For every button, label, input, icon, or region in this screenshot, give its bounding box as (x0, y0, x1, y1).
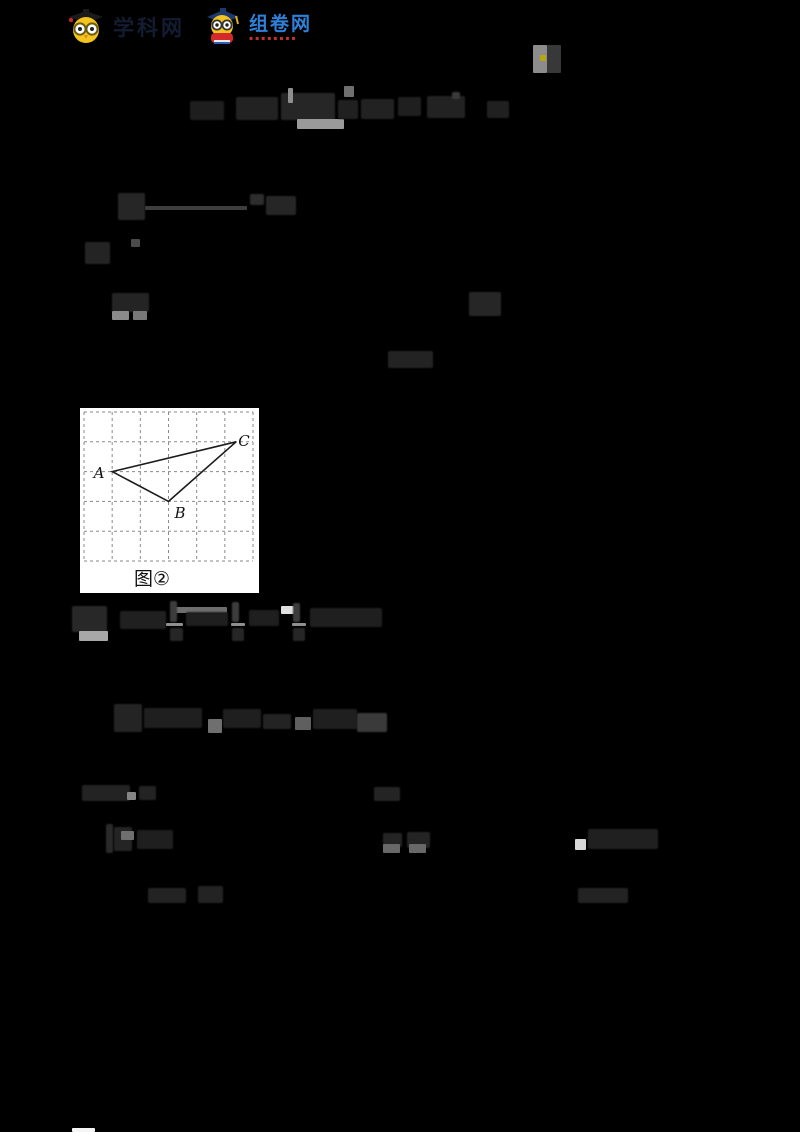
highlight-bar (127, 792, 136, 800)
obscured-text-fragment (293, 603, 300, 622)
obscured-text-fragment (120, 611, 166, 629)
site2-brand: 组卷网 ▪▪▪▪▪▪▪▪ (249, 12, 313, 42)
rule-line (145, 206, 247, 210)
obscured-text-fragment (82, 785, 130, 801)
obscured-text-fragment (383, 833, 402, 847)
highlight-bar (175, 607, 227, 613)
obscured-text-fragment (232, 628, 244, 641)
vertex-label-b: B (173, 504, 185, 522)
obscured-text-fragment (452, 92, 460, 99)
figure-caption: 图② (134, 568, 170, 590)
obscured-text-fragment (313, 709, 357, 729)
obscured-text-fragment (170, 601, 177, 622)
obscured-text-fragment (361, 99, 394, 119)
obscured-text-fragment (106, 824, 113, 853)
obscured-text-fragment (263, 714, 291, 729)
fraction-bar (231, 623, 245, 626)
obscured-text-fragment (293, 628, 305, 641)
obscured-text-fragment (118, 193, 145, 220)
fraction-bar (292, 623, 306, 626)
triangle-abc (109, 441, 237, 503)
highlight-bar (297, 119, 344, 129)
obscured-text-fragment (250, 194, 264, 205)
inline-marker-dot (540, 55, 546, 61)
footer-mark (72, 1128, 95, 1132)
obscured-text-fragment (186, 612, 228, 626)
figure-svg: A B C 图② (83, 411, 254, 590)
header-logo-row: 学科网 组卷网 ▪▪▪▪▪▪▪▪ (64, 8, 313, 48)
obscured-text-fragment (427, 96, 465, 118)
obscured-text-fragment (72, 606, 107, 632)
obscured-text-fragment (236, 97, 278, 120)
site2-wordmark: 组卷网 (249, 12, 313, 35)
obscured-text-fragment (144, 708, 202, 728)
obscured-text-fragment (148, 888, 186, 903)
obscured-text-fragment (469, 292, 501, 316)
obscured-text-fragment (487, 101, 509, 118)
highlight-bar (79, 631, 108, 641)
highlight-bar (133, 311, 147, 320)
obscured-text-fragment (578, 888, 628, 903)
obscured-text-fragment (114, 704, 142, 732)
figure-triangle (109, 441, 237, 503)
obscured-text-fragment (266, 196, 296, 215)
highlight-bar (112, 311, 129, 320)
obscured-text-fragment (357, 713, 387, 732)
obscured-text-fragment (131, 239, 140, 247)
obscured-text-fragment (198, 886, 223, 903)
vertex-label-c: C (238, 432, 250, 450)
obscured-text-fragment (310, 608, 382, 627)
obscured-text-fragment (374, 787, 400, 801)
obscured-text-fragment (139, 786, 156, 800)
obscured-text-fragment (190, 101, 224, 120)
highlight-bar (575, 839, 586, 850)
site2-tagline: ▪▪▪▪▪▪▪▪ (249, 34, 298, 42)
site1-wordmark: 学科网 (113, 15, 185, 40)
obscured-text-fragment (338, 100, 358, 119)
vertex-label-a: A (92, 464, 105, 482)
highlight-bar (409, 844, 426, 853)
inline-marker-right (547, 45, 561, 73)
obscured-text-fragment (288, 88, 293, 103)
highlight-bar (295, 717, 311, 730)
highlight-bar (121, 831, 134, 840)
obscured-text-fragment (249, 610, 279, 626)
fraction-bar (166, 623, 183, 626)
obscured-text-fragment (137, 830, 173, 849)
obscured-text-fragment (398, 97, 421, 116)
obscured-text-fragment (223, 709, 261, 728)
obscured-text-fragment (344, 86, 354, 97)
obscured-text-fragment (85, 242, 110, 264)
figure-box: A B C 图② (80, 408, 259, 593)
obscured-text-fragment (112, 293, 149, 312)
figure-grid (83, 411, 254, 562)
obscured-text-fragment (170, 628, 183, 641)
owl-mascot-icon (64, 8, 108, 48)
obscured-text-fragment (388, 351, 433, 368)
highlight-bar (208, 719, 222, 733)
owl-mascot-2-icon (202, 6, 244, 50)
highlight-bar (383, 844, 400, 853)
obscured-text-fragment (588, 829, 658, 849)
obscured-text-fragment (232, 602, 239, 622)
highlight-bar (281, 606, 294, 614)
